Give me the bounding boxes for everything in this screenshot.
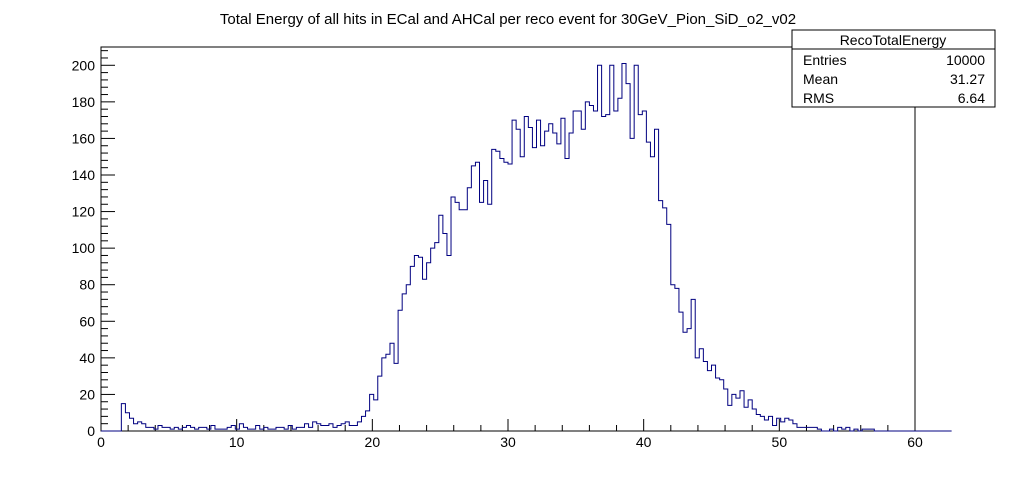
y-tick-label: 80 bbox=[79, 277, 95, 293]
y-tick-label: 160 bbox=[72, 130, 96, 146]
y-tick-label: 60 bbox=[79, 313, 95, 329]
x-tick-label: 20 bbox=[365, 434, 381, 450]
x-tick-label: 0 bbox=[97, 434, 105, 450]
x-tick-label: 30 bbox=[500, 434, 516, 450]
axis-ticks bbox=[100, 50, 916, 432]
x-tick-label: 60 bbox=[907, 434, 923, 450]
chart-title: Total Energy of all hits in ECal and AHC… bbox=[220, 11, 796, 28]
stats-rms-value: 6.64 bbox=[958, 90, 985, 106]
stats-box-name: RecoTotalEnergy bbox=[840, 32, 947, 48]
y-tick-label: 120 bbox=[72, 204, 96, 220]
y-tick-label: 40 bbox=[79, 350, 95, 366]
y-tick-label: 0 bbox=[87, 423, 95, 439]
stats-entries-value: 10000 bbox=[946, 52, 985, 68]
x-tick-label: 10 bbox=[229, 434, 245, 450]
y-tick-label: 200 bbox=[72, 57, 96, 73]
stats-box: RecoTotalEnergy Entries 10000 Mean 31.27… bbox=[791, 29, 996, 108]
y-tick-label: 20 bbox=[79, 386, 95, 402]
stats-entries-label: Entries bbox=[803, 52, 847, 68]
stats-mean-label: Mean bbox=[803, 71, 838, 87]
axis-tick-labels: 0 10 20 30 40 50 60 0 20 40 60 80 100 120 140 160 180 200 bbox=[72, 57, 923, 450]
x-tick-label: 50 bbox=[772, 434, 788, 450]
stats-mean-value: 31.27 bbox=[950, 71, 985, 87]
histogram-series-line bbox=[101, 62, 952, 432]
x-tick-label: 40 bbox=[636, 434, 652, 450]
y-tick-label: 140 bbox=[72, 167, 96, 183]
stats-box-frame bbox=[791, 29, 996, 108]
stats-rms-label: RMS bbox=[803, 90, 834, 106]
y-tick-label: 180 bbox=[72, 94, 96, 110]
y-tick-label: 100 bbox=[72, 240, 96, 256]
